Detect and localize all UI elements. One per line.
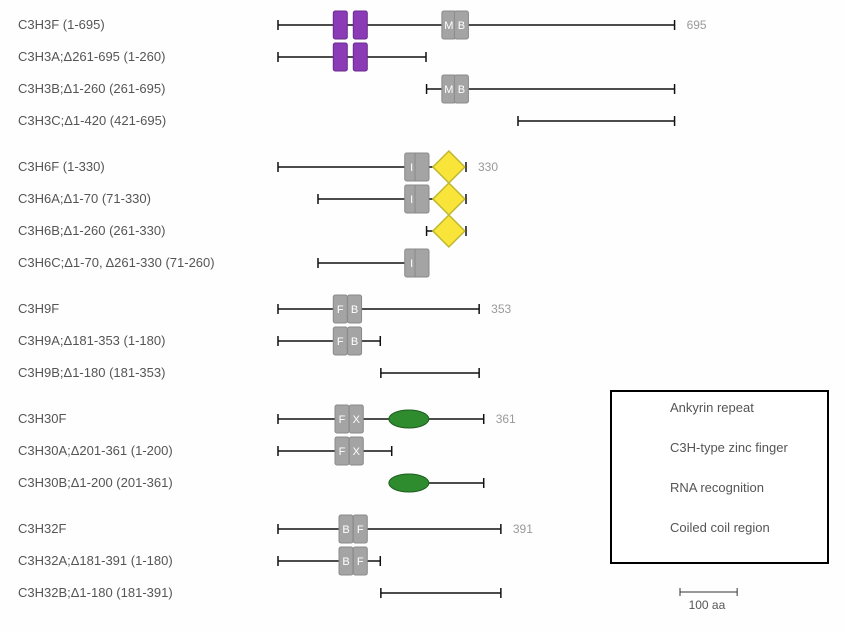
scale-label: 100 aa bbox=[689, 598, 726, 612]
construct-length: 695 bbox=[687, 19, 707, 31]
construct-label: C3H9A;Δ181-353 (1-180) bbox=[18, 334, 165, 347]
construct-label: C3H30B;Δ1-200 (201-361) bbox=[18, 476, 173, 489]
legend-label: Ankyrin repeat bbox=[670, 400, 754, 415]
svg-text:F: F bbox=[357, 556, 364, 568]
construct-label: C3H6A;Δ1-70 (71-330) bbox=[18, 192, 151, 205]
construct-label: C3H6C;Δ1-70, Δ261-330 (71-260) bbox=[18, 256, 215, 269]
svg-text:B: B bbox=[458, 20, 465, 32]
construct-length: 330 bbox=[478, 161, 498, 173]
svg-text:X: X bbox=[353, 414, 361, 426]
construct-label: C3H3F (1-695) bbox=[18, 18, 105, 31]
construct-label: C3H9F bbox=[18, 302, 59, 315]
construct-label: C3H6F (1-330) bbox=[18, 160, 105, 173]
construct-length: 353 bbox=[491, 303, 511, 315]
legend-label: RNA recognition bbox=[670, 480, 764, 495]
construct-label: C3H9B;Δ1-180 (181-353) bbox=[18, 366, 165, 379]
svg-text:B: B bbox=[351, 336, 358, 348]
legend-box bbox=[610, 390, 829, 564]
svg-text:F: F bbox=[337, 336, 344, 348]
construct-length: 361 bbox=[496, 413, 516, 425]
svg-text:M: M bbox=[444, 84, 453, 96]
svg-text:I: I bbox=[410, 258, 413, 270]
construct-label: C3H32B;Δ1-180 (181-391) bbox=[18, 586, 173, 599]
svg-text:X: X bbox=[353, 446, 361, 458]
svg-text:F: F bbox=[337, 304, 344, 316]
svg-text:B: B bbox=[342, 524, 349, 536]
svg-text:M: M bbox=[444, 20, 453, 32]
svg-text:F: F bbox=[339, 446, 346, 458]
svg-text:B: B bbox=[351, 304, 358, 316]
svg-text:F: F bbox=[339, 414, 346, 426]
construct-label: C3H32F bbox=[18, 522, 66, 535]
construct-label: C3H32A;Δ181-391 (1-180) bbox=[18, 554, 173, 567]
legend-label: C3H-type zinc finger bbox=[670, 440, 788, 455]
legend-label: Coiled coil region bbox=[670, 520, 770, 535]
construct-label: C3H3A;Δ261-695 (1-260) bbox=[18, 50, 165, 63]
construct-label: C3H30A;Δ201-361 (1-200) bbox=[18, 444, 173, 457]
svg-text:I: I bbox=[410, 194, 413, 206]
construct-label: C3H30F bbox=[18, 412, 66, 425]
construct-label: C3H3B;Δ1-260 (261-695) bbox=[18, 82, 165, 95]
construct-length: 391 bbox=[513, 523, 533, 535]
construct-label: C3H3C;Δ1-420 (421-695) bbox=[18, 114, 166, 127]
construct-label: C3H6B;Δ1-260 (261-330) bbox=[18, 224, 165, 237]
svg-text:F: F bbox=[357, 524, 364, 536]
svg-text:B: B bbox=[458, 84, 465, 96]
svg-text:B: B bbox=[342, 556, 349, 568]
svg-text:I: I bbox=[410, 162, 413, 174]
